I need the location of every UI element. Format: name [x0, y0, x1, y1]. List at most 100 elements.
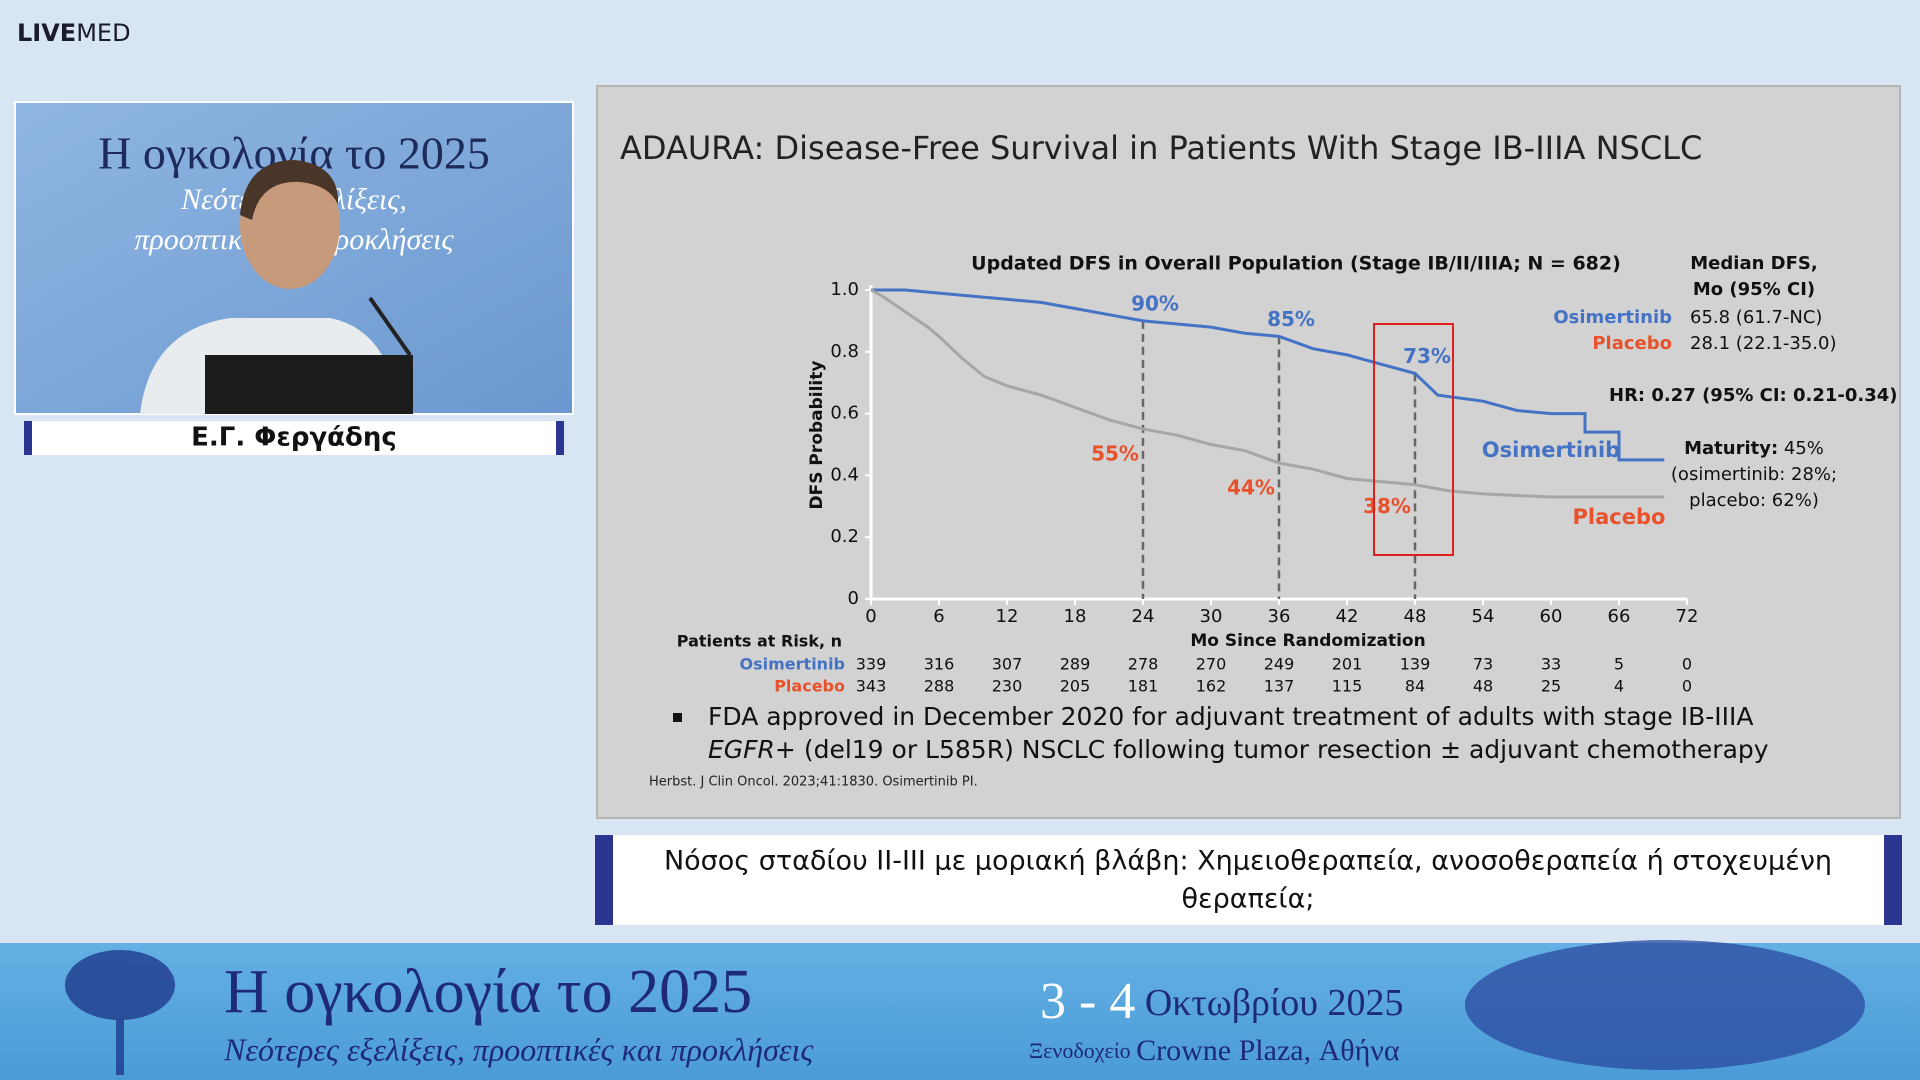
speaker-name: Ε.Γ. Φεργάδης [191, 423, 397, 453]
y-axis-label: DFS Probability [807, 361, 827, 510]
curve-label: Osimertinib [1482, 438, 1620, 462]
logo-bold: LIVE [17, 19, 76, 47]
microphone [368, 296, 412, 357]
maturity-value: 45% [1778, 438, 1824, 459]
at-risk-count: 270 [1196, 655, 1227, 674]
y-tick-label: 0.6 [830, 403, 859, 424]
bullet-text: EGFR+ (del19 or L585R) NSCLC following t… [708, 735, 1769, 764]
percent-label: 73% [1403, 344, 1451, 368]
at-risk-count: 33 [1541, 655, 1561, 674]
maturity-detail: placebo: 62%) [1689, 490, 1819, 511]
name-bar-edge [24, 421, 32, 455]
y-tick-label: 0.4 [830, 464, 859, 485]
x-tick-label: 12 [996, 606, 1019, 627]
at-risk-count: 73 [1473, 655, 1493, 674]
footer-tree-right [1465, 940, 1865, 1070]
at-risk-name: Osimertinib [740, 655, 845, 674]
footer-date: 3 - 4 Οκτωβρίου 2025 [1040, 973, 1404, 1030]
x-axis-label: Mo Since Randomization [1190, 631, 1425, 651]
footer-venue: Ξενοδοχείο Crowne Plaza, Αθήνα [1029, 1034, 1400, 1067]
at-risk-count: 343 [856, 677, 887, 696]
speaker-hair [240, 160, 339, 220]
percent-label: 44% [1227, 476, 1275, 500]
at-risk-count: 339 [856, 655, 887, 674]
x-tick-label: 0 [865, 606, 876, 627]
x-tick-label: 36 [1268, 606, 1291, 627]
footer-subtitle: Νεότερες εξελίξεις, προοπτικές και προκλ… [223, 1031, 814, 1067]
curve-label: Placebo [1573, 505, 1666, 529]
bullet-marker [673, 713, 682, 722]
video-panel: Η ογκολογία το 2025 Νεότερες εξελίξεις, … [14, 101, 574, 415]
x-tick-label: 60 [1540, 606, 1563, 627]
at-risk-count: 316 [924, 655, 955, 674]
at-risk-name: Placebo [774, 677, 845, 696]
caption-text: Νόσος σταδίου II-III με μοριακή βλάβη: Χ… [664, 846, 1832, 877]
at-risk-count: 249 [1264, 655, 1295, 674]
caption-edge [1884, 835, 1902, 925]
legend-name: Placebo [1592, 333, 1672, 354]
percent-label: 55% [1091, 442, 1139, 466]
chart-title: Updated DFS in Overall Population (Stage… [971, 253, 1621, 275]
y-tick-label: 1.0 [830, 279, 859, 300]
footer-days: 3 - 4 [1040, 973, 1135, 1030]
x-tick-label: 18 [1064, 606, 1087, 627]
at-risk-count: 288 [924, 677, 955, 696]
at-risk-count: 0 [1682, 655, 1692, 674]
at-risk-count: 162 [1196, 677, 1227, 696]
x-tick-label: 54 [1472, 606, 1495, 627]
caption-bg [595, 835, 1902, 925]
caption-bar: Νόσος σταδίου II-III με μοριακή βλάβη: Χ… [595, 835, 1902, 925]
at-risk-count: 230 [992, 677, 1023, 696]
at-risk-count: 0 [1682, 677, 1692, 696]
y-tick-label: 0.8 [830, 341, 859, 362]
laptop [205, 355, 413, 414]
at-risk-count: 4 [1614, 677, 1624, 696]
x-tick-label: 48 [1404, 606, 1427, 627]
legend-median: 65.8 (61.7-NC) [1690, 307, 1822, 328]
km-chart: Updated DFS in Overall Population (Stage… [677, 253, 1898, 696]
maturity-detail: (osimertinib: 28%; [1671, 464, 1837, 485]
legend-header: Median DFS, [1690, 253, 1817, 274]
at-risk-count: 25 [1541, 677, 1561, 696]
at-risk-count: 139 [1400, 655, 1431, 674]
at-risk-count: 205 [1060, 677, 1091, 696]
at-risk-count: 307 [992, 655, 1023, 674]
at-risk-count: 289 [1060, 655, 1091, 674]
speaker-name-bar: Ε.Γ. Φεργάδης [24, 421, 564, 455]
caption-edge [595, 835, 613, 925]
at-risk-count: 181 [1128, 677, 1159, 696]
footer-tree-left [65, 950, 175, 1075]
x-tick-label: 66 [1608, 606, 1631, 627]
at-risk-count: 115 [1332, 677, 1363, 696]
at-risk-title: Patients at Risk, n [677, 632, 842, 651]
logo-light: MED [76, 19, 130, 47]
footer-banner: Η ογκολογία το 2025 Νεότερες εξελίξεις, … [0, 940, 1920, 1080]
footer-title: Η ογκολογία το 2025 [224, 958, 752, 1026]
footer-month: Οκτωβρίου 2025 [1135, 982, 1403, 1024]
percent-label: 90% [1131, 291, 1179, 315]
at-risk-count: 84 [1405, 677, 1425, 696]
footer-venue-name: Crowne Plaza, Αθήνα [1136, 1034, 1400, 1067]
caption-text: θεραπεία; [1182, 884, 1315, 915]
y-tick-label: 0.2 [830, 526, 859, 547]
logo: LIVEMED [17, 19, 131, 47]
legend-median: 28.1 (22.1-35.0) [1690, 333, 1837, 354]
survival-curve [870, 288, 1665, 499]
x-tick-label: 30 [1200, 606, 1223, 627]
slide-title: ADAURA: Disease-Free Survival in Patient… [620, 129, 1702, 167]
name-bar [24, 421, 564, 455]
hazard-ratio: HR: 0.27 (95% CI: 0.21-0.34) [1609, 385, 1898, 406]
maturity: Maturity: 45% [1684, 438, 1824, 459]
legend-header: Mo (95% CI) [1693, 279, 1815, 300]
maturity-label: Maturity: [1684, 438, 1778, 459]
x-tick-label: 42 [1336, 606, 1359, 627]
percent-label: 38% [1363, 494, 1411, 518]
name-bar-edge [556, 421, 564, 455]
at-risk-count: 278 [1128, 655, 1159, 674]
bullet-italic: EGFR+ [708, 735, 796, 764]
bullet-text: FDA approved in December 2020 for adjuva… [708, 702, 1753, 731]
reference: Herbst. J Clin Oncol. 2023;41:1830. Osim… [649, 775, 978, 790]
y-tick-label: 0 [848, 588, 859, 609]
